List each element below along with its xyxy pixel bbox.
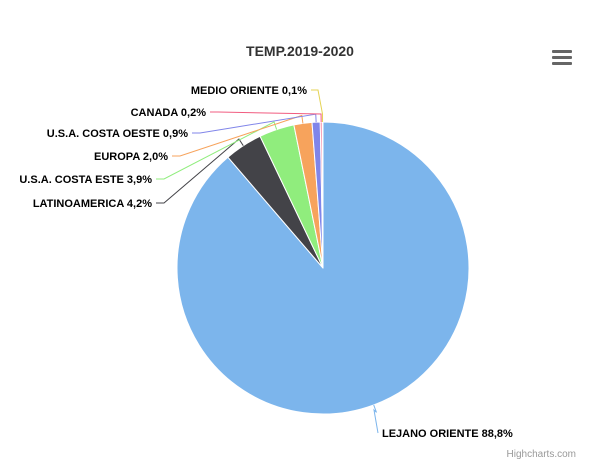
connector-europa [172,114,304,157]
hamburger-menu-icon-bar [552,56,572,59]
chart-title: TEMP.2019-2020 [246,43,354,59]
chart-menu-button[interactable] [552,50,572,68]
credits-link[interactable]: Highcharts.com [506,449,576,460]
connector-lejano-oriente [373,404,379,434]
data-label-u-s-a-costa-oeste: U.S.A. COSTA OESTE 0,9% [47,128,188,140]
data-labels: LEJANO ORIENTE 88,8% LATINOAMERICA 4,2% U.… [19,85,513,440]
data-label-lejano-oriente: LEJANO ORIENTE 88,8% [382,428,513,440]
hamburger-menu-icon-bar [552,62,572,65]
data-label-canada: CANADA 0,2% [131,107,207,119]
data-label-latinoamerica: LATINOAMERICA 4,2% [33,198,152,210]
connector-u-s-a-costa-este [156,121,278,180]
pie-slice-medio-oriente[interactable] [321,121,324,269]
pie-slices [176,121,470,415]
hamburger-menu-icon [552,50,572,53]
label-connectors [156,89,379,434]
connector-medio-oriente [311,89,324,123]
connector-canada [210,111,322,123]
connector-latinoamerica [156,138,244,204]
data-label-medio-oriente: MEDIO ORIENTE 0,1% [191,85,307,97]
connector-u-s-a-costa-oeste [192,113,317,134]
data-label-u-s-a-costa-este: U.S.A. COSTA ESTE 3,9% [19,174,152,186]
data-label-europa: EUROPA 2,0% [94,151,168,163]
